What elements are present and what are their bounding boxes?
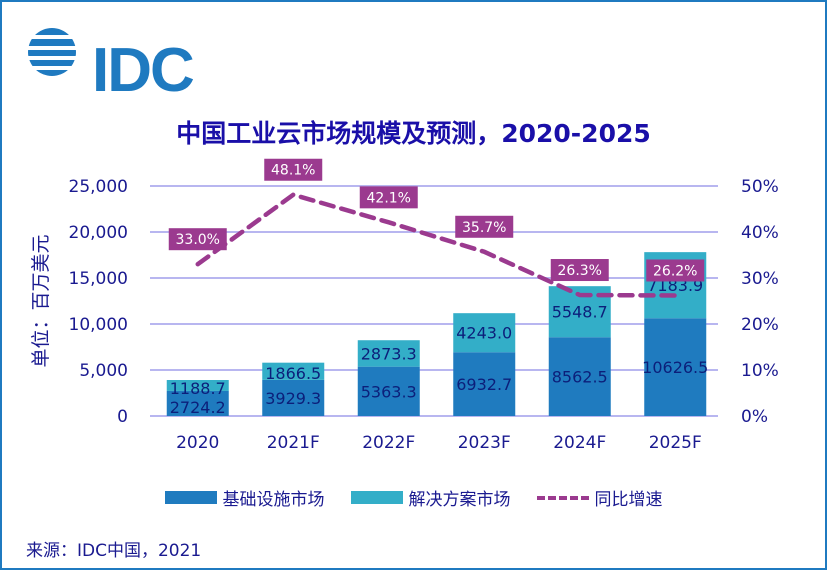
growth-label-box xyxy=(359,186,418,209)
bar-solutions xyxy=(166,380,229,391)
x-tick-label: 2021F xyxy=(267,433,320,453)
chart-title: 中国工业云市场规模及预测，2020-2025 xyxy=(176,119,651,148)
growth-label: 33.0% xyxy=(176,232,220,248)
y-tick-label: 10,000 xyxy=(69,315,128,335)
bar-infrastructure xyxy=(453,352,516,416)
y-axis-label: 单位：百万美元 xyxy=(30,234,52,367)
growth-label: 26.2% xyxy=(653,263,697,279)
legend-swatch xyxy=(536,495,589,500)
y-tick-label: 5,000 xyxy=(79,361,128,381)
growth-label-box xyxy=(455,215,514,238)
growth-label-box xyxy=(646,259,705,282)
y-tick-label: 0 xyxy=(117,407,128,427)
data-label-infrastructure: 2724.2 xyxy=(170,398,226,417)
data-label-infrastructure: 5363.3 xyxy=(361,382,417,401)
growth-label-box xyxy=(264,158,323,181)
growth-label-box xyxy=(168,228,227,251)
y2-tick-label: 0% xyxy=(741,407,768,427)
data-label-infrastructure: 6932.7 xyxy=(456,375,512,394)
x-tick-label: 2025F xyxy=(649,433,702,453)
growth-label: 26.3% xyxy=(558,263,602,279)
data-label-infrastructure: 10626.5 xyxy=(642,358,708,377)
y-tick-label: 20,000 xyxy=(69,223,128,243)
bar-solutions xyxy=(453,313,516,353)
bar-infrastructure xyxy=(166,390,229,416)
data-label-solutions: 5548.7 xyxy=(552,303,608,322)
data-label-infrastructure: 3929.3 xyxy=(265,389,321,408)
bar-solutions xyxy=(357,340,420,367)
growth-label-box xyxy=(550,259,609,282)
legend-label: 基础设施市场 xyxy=(222,490,325,510)
legend-swatch xyxy=(164,491,217,504)
legend-label: 同比增速 xyxy=(594,490,663,510)
bar-infrastructure xyxy=(644,318,707,416)
y2-tick-label: 40% xyxy=(741,223,779,243)
bar-solutions xyxy=(262,362,325,380)
y-tick-label: 25,000 xyxy=(69,177,128,197)
idc-logo: IDC xyxy=(28,26,195,102)
x-tick-label: 2023F xyxy=(458,433,511,453)
growth-label: 35.7% xyxy=(462,220,506,236)
data-label-solutions: 1866.5 xyxy=(265,364,321,383)
bar-infrastructure xyxy=(548,337,611,416)
growth-line xyxy=(195,192,678,298)
legend-swatch xyxy=(350,491,403,504)
legend-item-solutions: 解决方案市场 xyxy=(350,485,511,510)
x-tick-label: 2020 xyxy=(176,433,219,453)
y2-tick-label: 50% xyxy=(741,177,779,197)
logo-text: IDC xyxy=(92,36,195,105)
legend: 基础设施市场 解决方案市场 同比增速 xyxy=(0,485,827,510)
bar-infrastructure xyxy=(357,366,420,416)
data-label-solutions: 2873.3 xyxy=(361,344,417,363)
legend-label: 解决方案市场 xyxy=(408,490,511,510)
y2-tick-label: 30% xyxy=(741,269,779,289)
data-label-solutions: 1188.7 xyxy=(170,379,226,398)
y2-tick-label: 10% xyxy=(741,361,779,381)
legend-item-infrastructure: 基础设施市场 xyxy=(164,485,325,510)
legend-item-growth: 同比增速 xyxy=(536,485,663,510)
x-tick-label: 2022F xyxy=(362,433,415,453)
globe-icon xyxy=(28,28,76,76)
y-tick-label: 15,000 xyxy=(69,269,128,289)
x-tick-label: 2024F xyxy=(553,433,606,453)
data-label-solutions: 4243.0 xyxy=(456,324,512,343)
y2-tick-label: 20% xyxy=(741,315,779,335)
data-label-infrastructure: 8562.5 xyxy=(552,368,608,387)
growth-label: 48.1% xyxy=(271,163,315,179)
source-note: 来源：IDC中国，2021 xyxy=(26,541,202,561)
growth-label: 42.1% xyxy=(367,190,411,206)
bar-infrastructure xyxy=(262,379,325,416)
